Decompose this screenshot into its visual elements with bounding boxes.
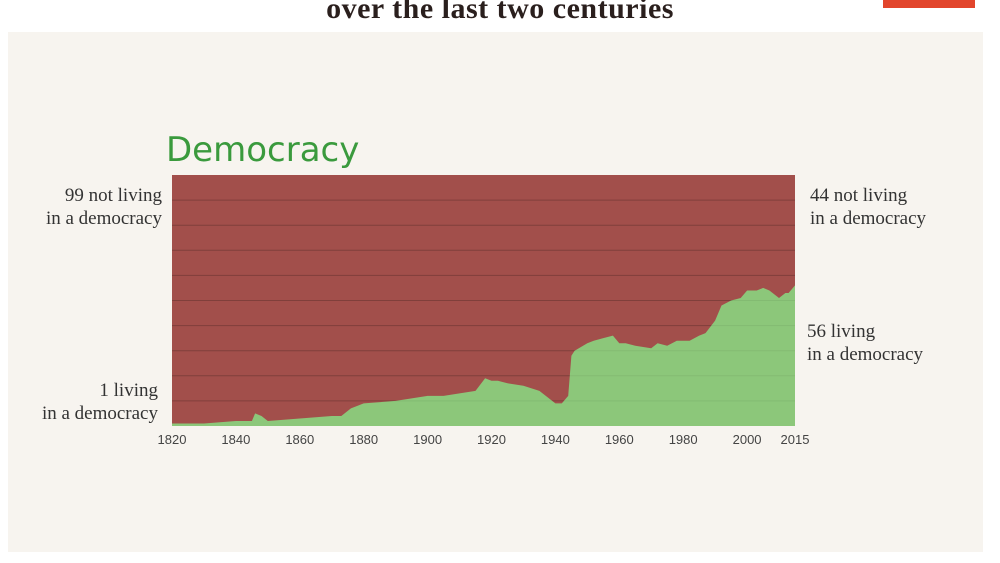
page-title: over the last two centuries — [326, 0, 674, 25]
x-tick-label: 2000 — [733, 432, 762, 447]
left-bottom-label-line1: 1 living — [99, 380, 158, 401]
left-top-label-line2: in a democracy — [45, 208, 162, 229]
x-tick-label: 1980 — [669, 432, 698, 447]
right-mid-label: 56 living in a democracy — [807, 320, 977, 366]
chart-heading: Democracy — [166, 130, 360, 170]
x-tick-label: 1880 — [349, 432, 378, 447]
right-top-label-line2: in a democracy — [810, 208, 927, 229]
right-mid-label-line2: in a democracy — [807, 344, 924, 365]
right-mid-label-line1: 56 living — [807, 321, 876, 342]
x-tick-label: 1960 — [605, 432, 634, 447]
left-bottom-label: 1 living in a democracy — [20, 379, 158, 425]
left-top-label: 99 not living in a democracy — [20, 184, 162, 230]
left-bottom-label-line2: in a democracy — [41, 403, 158, 424]
right-top-label: 44 not living in a democracy — [810, 184, 980, 230]
area-democracy — [172, 285, 795, 426]
accent-bar — [883, 0, 975, 8]
x-tick-label: 1900 — [413, 432, 442, 447]
left-top-label-line1: 99 not living — [64, 185, 162, 206]
x-tick-label: 2015 — [781, 432, 810, 447]
x-tick-label: 1820 — [158, 432, 187, 447]
x-tick-label: 1860 — [285, 432, 314, 447]
right-top-label-line1: 44 not living — [810, 185, 908, 206]
x-tick-label: 1840 — [221, 432, 250, 447]
x-tick-label: 1940 — [541, 432, 570, 447]
x-tick-label: 1920 — [477, 432, 506, 447]
